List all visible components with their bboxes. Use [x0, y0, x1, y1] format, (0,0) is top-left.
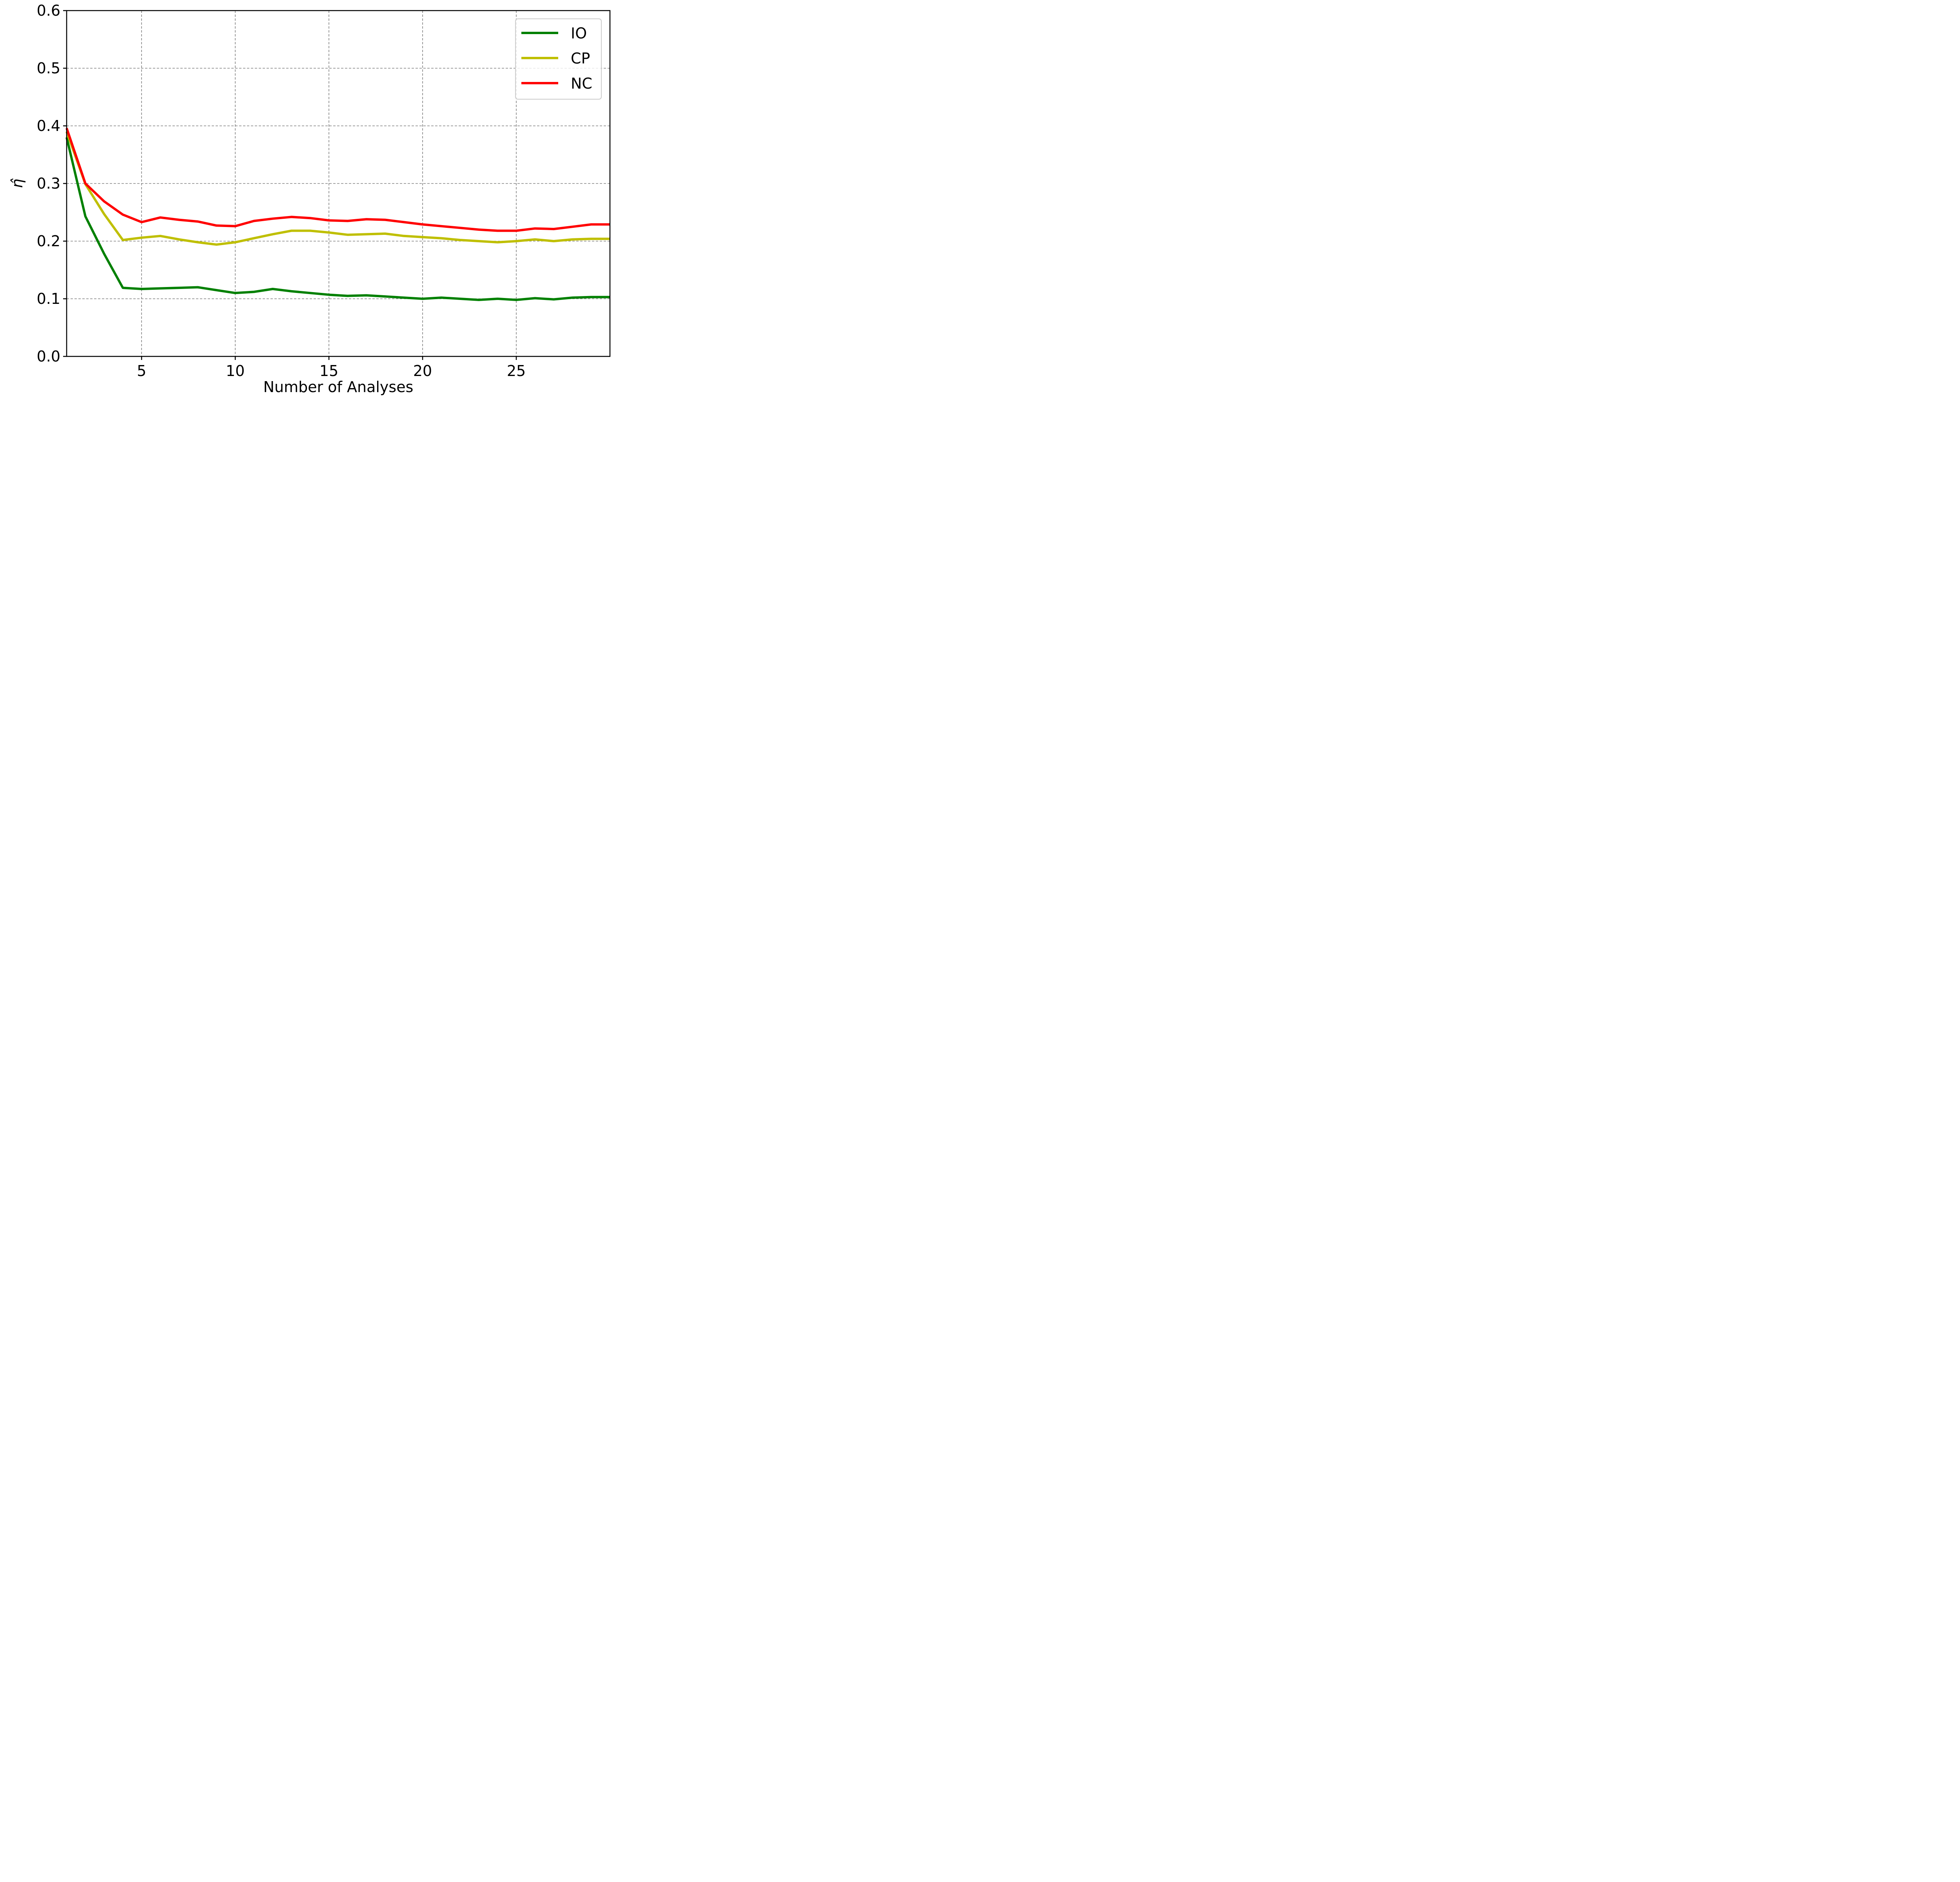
legend: IO CP NC: [515, 18, 602, 100]
series-line-io: [65, 137, 610, 301]
y-tick-label: 0.2: [37, 233, 60, 250]
y-axis-title: η̂: [9, 178, 26, 188]
y-tick-label: 0.5: [37, 60, 60, 77]
line-chart: 5 10 15 20 25 0.0 0.1 0.2 0.3 0.4 0.5 0.6 Number o…: [9, 2, 611, 396]
x-tick-label: 20: [413, 362, 432, 380]
x-axis-title: Number of Analyses: [263, 378, 414, 396]
series-line-nc: [65, 127, 610, 232]
y-tick-label: 0.6: [37, 2, 60, 19]
y-tick-label: 0.0: [37, 348, 60, 365]
legend-label-cp: CP: [571, 50, 590, 67]
series-line-cp: [65, 131, 610, 246]
y-tick-label: 0.3: [37, 175, 60, 192]
series-lines: [65, 127, 610, 301]
legend-label-io: IO: [571, 25, 587, 42]
legend-box: [515, 18, 602, 100]
y-tick-label: 0.4: [37, 117, 60, 134]
x-tick-label: 15: [319, 362, 338, 380]
x-tick-label: 25: [507, 362, 526, 380]
x-tick-label: 5: [137, 362, 146, 380]
x-tick-label: 10: [226, 362, 245, 380]
y-tick-label: 0.1: [37, 290, 60, 307]
x-axis-ticks: 5 10 15 20 25: [137, 356, 526, 380]
y-axis-ticks: 0.0 0.1 0.2 0.3 0.4 0.5 0.6: [37, 2, 67, 365]
legend-label-nc: NC: [571, 75, 592, 92]
